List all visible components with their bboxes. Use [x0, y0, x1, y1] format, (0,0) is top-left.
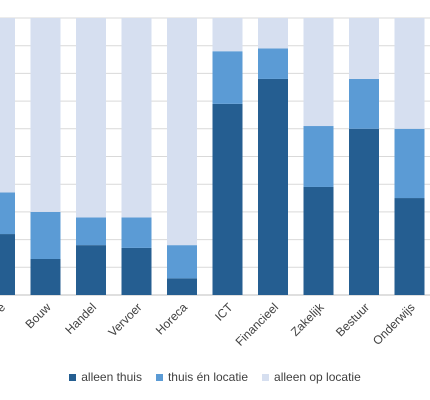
x-tick-label: Bouw — [22, 300, 53, 331]
bar-segment — [0, 18, 15, 193]
bar-segment — [167, 18, 197, 246]
bar-segment — [76, 245, 106, 295]
legend: alleen thuis thuis én locatie alleen op … — [0, 370, 430, 384]
bar-segment — [76, 217, 106, 246]
bars — [0, 18, 425, 296]
x-tick-label: Bestuur — [333, 300, 372, 339]
x-tick-label: …re — [0, 300, 8, 326]
bar-segment — [394, 198, 425, 295]
bar-segment — [349, 18, 379, 79]
legend-swatch — [155, 373, 163, 381]
x-tick-label: ICT — [212, 300, 236, 324]
bar-segment — [30, 18, 61, 212]
bar-segment — [30, 258, 61, 295]
bar-segment — [394, 18, 425, 129]
legend-item-alleen-thuis: alleen thuis — [69, 370, 142, 384]
bar-segment — [258, 48, 288, 79]
bar-segment — [0, 234, 15, 295]
x-tick-label: Zakelijk — [288, 300, 327, 339]
bar-segment — [212, 103, 243, 296]
bar-segment — [303, 186, 334, 295]
bar-segment — [121, 217, 152, 248]
bar-segment — [30, 211, 61, 259]
legend-label: alleen thuis — [81, 370, 142, 384]
bar-segment — [76, 18, 106, 218]
bar-segment — [0, 192, 15, 235]
bar-segment — [212, 51, 243, 104]
bar-segment — [121, 247, 152, 295]
bar-segment — [167, 245, 197, 279]
bar-segment — [349, 78, 379, 129]
x-tick-label: Onderwijs — [370, 300, 418, 348]
bar-segment — [121, 18, 152, 218]
bar-segment — [394, 128, 425, 199]
bar-segment — [303, 18, 334, 127]
x-tick-label: Financieel — [233, 300, 282, 349]
bar-segment — [303, 126, 334, 187]
legend-swatch — [69, 373, 77, 381]
legend-item-alleen-op-locatie: alleen op locatie — [262, 370, 361, 384]
x-tick-label: Vervoer — [105, 300, 144, 339]
bar-segment — [212, 18, 243, 52]
legend-label: alleen op locatie — [274, 370, 361, 384]
x-tick-label: Horeca — [153, 300, 190, 337]
bar-segment — [167, 278, 197, 295]
x-tick-label: Handel — [62, 300, 99, 337]
legend-swatch — [262, 373, 270, 381]
bar-segment — [258, 78, 288, 295]
bar-segment — [349, 128, 379, 295]
bar-segment — [258, 18, 288, 49]
legend-label: thuis én locatie — [167, 370, 249, 384]
legend-item-thuis-en-locatie: thuis én locatie — [155, 370, 249, 384]
